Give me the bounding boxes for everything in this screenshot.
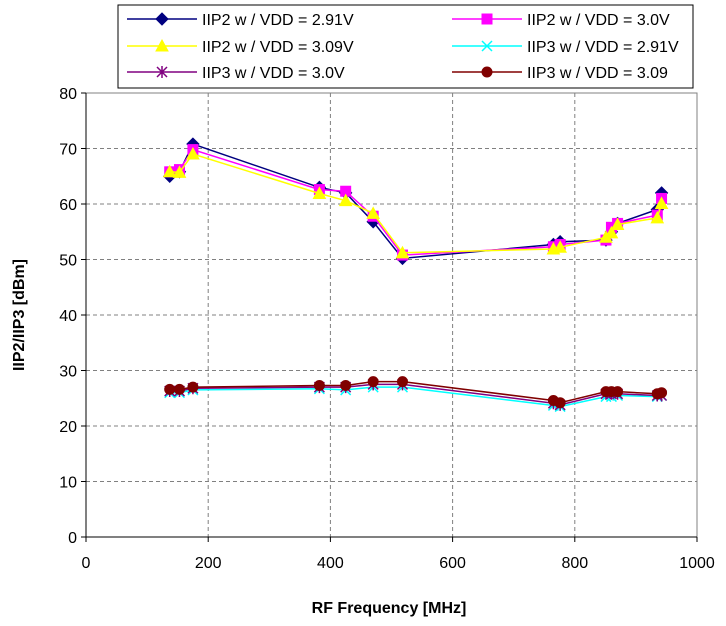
data-point (172, 165, 187, 178)
legend-label: IIP3 w / VDD = 3.0V (202, 65, 345, 82)
legend-label: IIP3 w / VDD = 2.91V (527, 39, 679, 56)
data-point (186, 147, 200, 160)
x-tick-label: 1000 (679, 555, 715, 572)
data-point (612, 386, 624, 398)
legend-item-5: IIP3 w / VDD = 3.0V (127, 65, 345, 82)
data-point (650, 210, 665, 224)
legend-label: IIP2 w / VDD = 3.09V (202, 39, 354, 56)
legend-marker (156, 66, 168, 78)
data-point (554, 397, 566, 409)
y-tick-label: 50 (59, 253, 77, 270)
data-point (395, 245, 410, 259)
data-point (656, 387, 668, 399)
data-point (340, 379, 352, 391)
y-axis-title: IIP2/IIP3 [dBm] (11, 259, 28, 371)
legend-marker (481, 66, 493, 78)
data-point (164, 383, 176, 395)
series-3 (162, 147, 669, 259)
y-tick-label: 80 (59, 86, 77, 103)
x-tick-label: 0 (82, 555, 91, 572)
data-point (396, 376, 408, 388)
legend-box (117, 4, 694, 89)
data-point (654, 196, 669, 209)
legend-item-2: IIP2 w / VDD = 3.0V (452, 12, 670, 29)
x-axis-title: RF Frequency [MHz] (312, 600, 467, 617)
y-tick-label: 60 (59, 197, 77, 214)
x-tick-label: 200 (195, 555, 222, 572)
legend: IIP2 w / VDD = 2.91V IIP2 w / VDD = 3.0V I… (117, 4, 694, 89)
legend-marker (481, 13, 493, 25)
data-point (366, 206, 381, 219)
legend-item-3: IIP2 w / VDD = 3.09V (127, 38, 354, 56)
y-tick-label: 70 (59, 142, 77, 159)
legend-item-1: IIP2 w / VDD = 2.91V (127, 12, 354, 29)
data-point (338, 193, 353, 207)
legend-label: IIP3 w / VDD = 3.09 (527, 65, 668, 82)
data-point (610, 217, 625, 231)
data-point (173, 383, 185, 395)
legend-item-4: IIP3 w / VDD = 2.91V (452, 39, 679, 56)
data-point (604, 225, 619, 239)
y-tick-label: 20 (59, 419, 77, 436)
data-point (553, 240, 567, 253)
y-tick-label: 10 (59, 475, 77, 492)
data-point (187, 381, 199, 393)
legend-item-6: IIP3 w / VDD = 3.09 (452, 65, 668, 82)
x-tick-label: 400 (317, 555, 344, 572)
y-tick-label: 30 (59, 364, 77, 381)
data-point (162, 164, 177, 178)
legend-marker (155, 12, 169, 26)
legend-label: IIP2 w / VDD = 3.0V (527, 12, 670, 29)
legend-label: IIP2 w / VDD = 2.91V (202, 12, 354, 29)
x-tick-label: 800 (561, 555, 588, 572)
x-tick-label: 600 (439, 555, 466, 572)
y-tick-label: 40 (59, 308, 77, 325)
legend-marker (481, 40, 493, 52)
data-point (313, 379, 325, 391)
y-tick-label: 0 (68, 530, 77, 547)
series-6 (164, 376, 668, 409)
data-point (367, 376, 379, 388)
data-point (312, 186, 327, 199)
legend-marker (155, 38, 169, 52)
